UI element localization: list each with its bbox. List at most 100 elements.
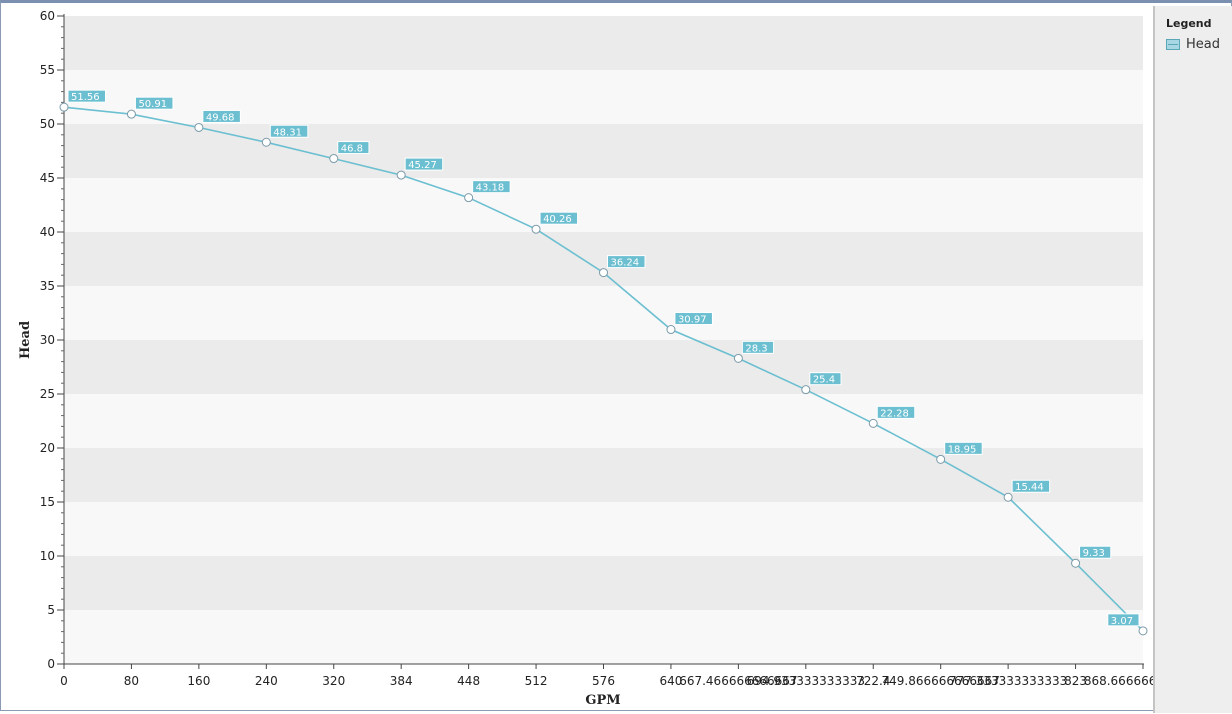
data-point[interactable]	[396, 170, 406, 180]
data-label: 45.27	[408, 160, 437, 171]
x-tick-label: 0	[60, 674, 68, 688]
y-tick-label: 55	[40, 63, 55, 77]
data-label: 49.68	[206, 112, 235, 123]
data-label-box	[809, 372, 842, 386]
data-point[interactable]	[464, 193, 474, 203]
data-label: 30.97	[678, 315, 707, 326]
grid-band	[64, 70, 1143, 124]
data-label: 50.91	[138, 99, 167, 110]
data-point[interactable]	[261, 137, 271, 147]
x-tick-label: 777.333333333333	[949, 674, 1067, 688]
grid-band	[64, 178, 1143, 232]
grid-band	[64, 502, 1143, 556]
x-tick-label: 384	[390, 674, 413, 688]
data-label-box	[202, 109, 241, 123]
data-point[interactable]	[733, 353, 743, 363]
data-point[interactable]	[599, 268, 608, 278]
data-label: 36.24	[611, 258, 640, 269]
y-tick-label: 45	[40, 171, 55, 185]
y-tick-label: 35	[40, 279, 55, 293]
data-point[interactable]	[329, 154, 339, 164]
y-tick-label: 20	[40, 441, 55, 455]
data-label: 9.33	[1083, 548, 1105, 559]
grid-band	[64, 556, 1143, 610]
grid-band	[64, 232, 1143, 286]
data-label: 46.8	[341, 144, 363, 155]
x-tick-label: 823	[1064, 674, 1087, 688]
x-tick-label: 448	[457, 674, 480, 688]
y-tick-label: 40	[40, 225, 55, 239]
x-tick-label: 320	[322, 674, 345, 688]
y-tick-label: 5	[47, 603, 55, 617]
data-label: 18.95	[948, 444, 977, 455]
grid-band	[64, 610, 1143, 664]
data-point[interactable]	[868, 418, 878, 428]
y-tick-label: 25	[40, 387, 55, 401]
line-chart: 0 5 10 15 20 25 30 35 40 45 50 55 60 0 80 160 240 320 384…	[18, 9, 1153, 708]
data-label-box	[539, 211, 579, 225]
data-label-box	[944, 441, 983, 455]
y-axis-title: Head	[18, 321, 33, 359]
data-label-box	[674, 312, 713, 326]
y-tick-label: 15	[40, 495, 55, 509]
x-tick-label: 749.866666666667	[882, 674, 1000, 688]
x-tick-label: 868.666666666667	[1084, 674, 1153, 688]
series-head: 51.56 50.91 49.68 48.31 46.8 45.27 43.18 40.26 3…	[59, 89, 1148, 636]
grid-band	[64, 16, 1143, 70]
data-label-box	[404, 157, 444, 171]
data-point[interactable]	[1138, 626, 1148, 636]
data-label-box	[1011, 479, 1051, 493]
data-label: 15.44	[1015, 482, 1044, 493]
data-point[interactable]	[1071, 558, 1081, 568]
data-label-box	[607, 255, 646, 269]
data-label: 28.3	[745, 343, 767, 354]
data-label-box	[337, 141, 370, 155]
data-point[interactable]	[936, 454, 946, 464]
x-tick-label: 80	[124, 674, 139, 688]
data-label: 40.26	[543, 214, 572, 225]
data-label: 43.18	[476, 183, 505, 194]
data-label-box	[1079, 545, 1112, 559]
y-tick-label: 50	[40, 117, 55, 131]
data-label: 48.31	[273, 127, 302, 138]
y-tick-label: 0	[47, 657, 55, 671]
x-tick-label: 240	[255, 674, 278, 688]
data-label: 3.07	[1111, 616, 1133, 627]
x-tick-label: 160	[187, 674, 210, 688]
data-label: 51.56	[71, 92, 100, 103]
data-label-box	[134, 96, 174, 110]
grid-band	[64, 394, 1143, 448]
y-tick-label: 30	[40, 333, 55, 347]
y-tick-label: 60	[40, 9, 55, 23]
data-point[interactable]	[126, 109, 136, 119]
legend-item-head[interactable]: Head	[1166, 36, 1220, 52]
legend-panel: Legend Head	[1153, 6, 1232, 713]
data-point[interactable]	[531, 224, 541, 234]
data-label-box	[269, 124, 309, 138]
data-label-box	[472, 180, 511, 194]
x-axis-title: GPM	[585, 693, 620, 708]
x-tick-label: 667.466666666667	[679, 674, 797, 688]
data-point[interactable]	[1003, 492, 1013, 502]
legend-title: Legend	[1166, 17, 1212, 30]
grid-band	[64, 448, 1143, 502]
data-point[interactable]	[194, 122, 204, 132]
data-label: 22.28	[880, 408, 909, 419]
grid-band	[64, 124, 1143, 178]
x-tick-label: 576	[592, 674, 615, 688]
grid-band	[64, 286, 1143, 340]
data-point[interactable]	[801, 385, 811, 395]
data-point[interactable]	[59, 102, 69, 112]
data-label: 25.4	[813, 375, 835, 386]
data-label-box	[876, 405, 916, 419]
data-label-box	[1107, 613, 1140, 627]
grid-band	[64, 340, 1143, 394]
x-tick-label: 512	[525, 674, 548, 688]
legend-swatch-icon	[1166, 38, 1180, 50]
data-label-box	[741, 340, 775, 354]
x-tick-label: 694.933333333333	[747, 674, 865, 688]
x-axis-ticks: 0 80 160 240 320 384 448 512 576 640667.466666666…	[60, 664, 1153, 688]
data-point[interactable]	[666, 325, 676, 335]
y-axis-ticks: 0 5 10 15 20 25 30 35 40 45 50 55 60	[40, 9, 64, 671]
